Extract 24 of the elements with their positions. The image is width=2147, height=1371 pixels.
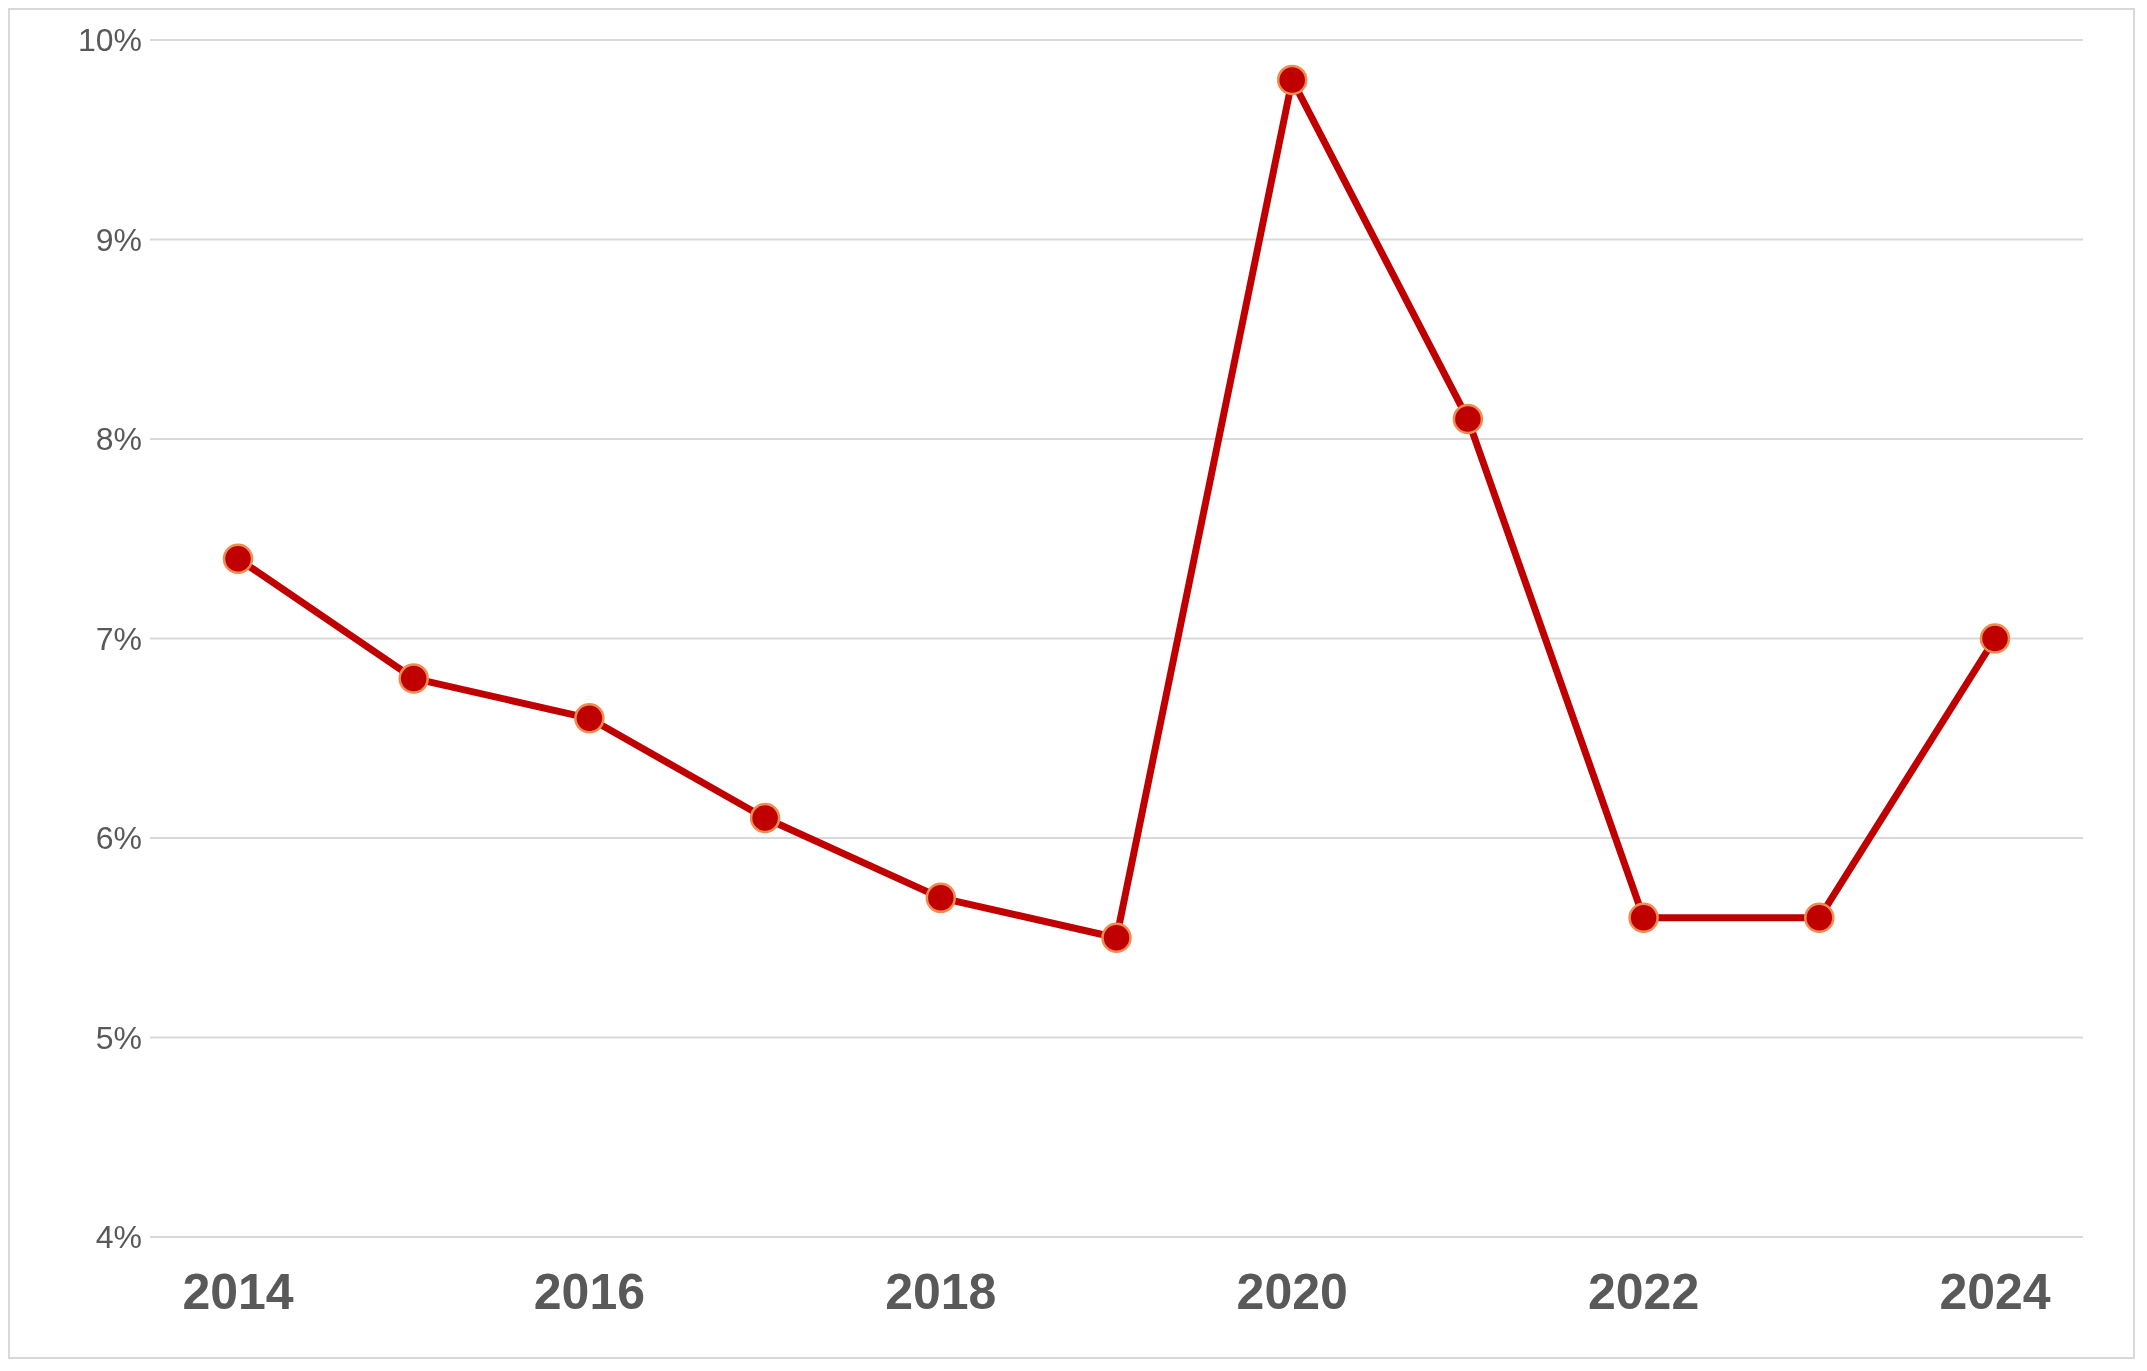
x-tick-label: 2014	[182, 1263, 294, 1320]
point	[574, 703, 605, 734]
y-tick-label: 6%	[95, 820, 142, 857]
x-tick-label: 2024	[1939, 1263, 2051, 1320]
y-tick-label: 9%	[95, 221, 142, 258]
point	[925, 882, 957, 914]
y-tick-label: 10%	[77, 22, 142, 59]
y-tick-label: 4%	[95, 1219, 142, 1256]
y-tick-label: 5%	[95, 1019, 142, 1056]
point	[1101, 922, 1132, 953]
point	[1628, 902, 1659, 934]
x-tick-label: 2020	[1236, 1263, 1348, 1320]
y-tick-label: 7%	[95, 620, 142, 657]
x-tick-label: 2016	[533, 1263, 646, 1320]
point	[1452, 403, 1484, 435]
point	[749, 802, 781, 834]
point	[1276, 64, 1308, 96]
x-tick-label: 2022	[1587, 1263, 1700, 1320]
point	[398, 663, 429, 694]
point	[222, 543, 254, 574]
y-tick-label: 8%	[95, 421, 142, 458]
point	[1804, 902, 1835, 934]
point	[1979, 623, 2011, 654]
x-tick-label: 2018	[885, 1263, 997, 1320]
